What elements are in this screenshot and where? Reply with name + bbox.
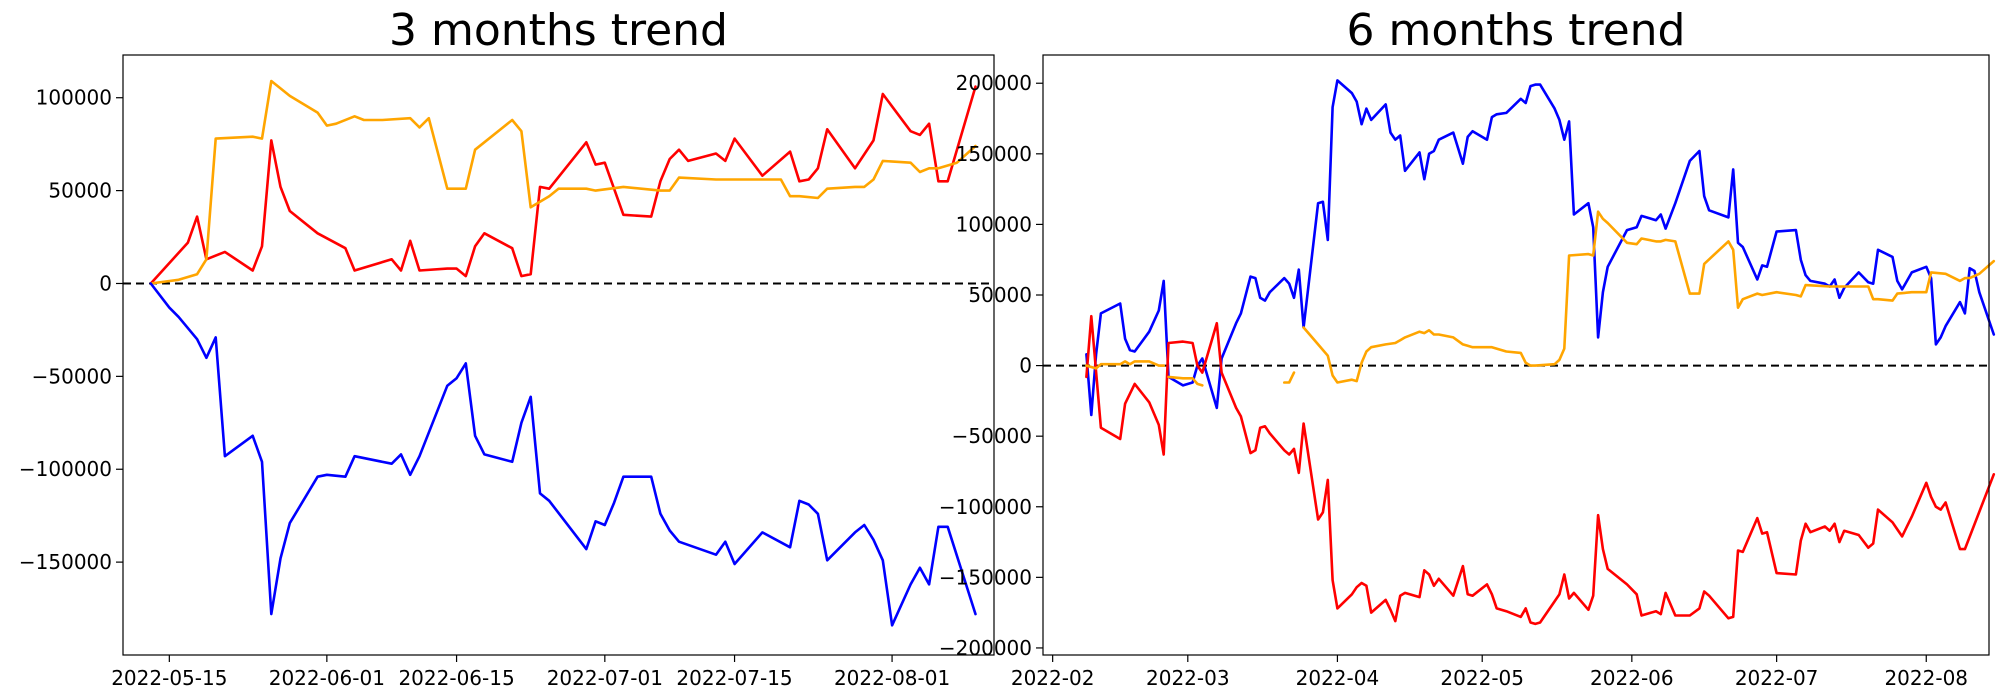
y-tick-label: −50000 (32, 364, 112, 388)
y-tick-label: −100000 (939, 495, 1032, 519)
x-tick-label: 2022-07-15 (676, 666, 792, 690)
plot-frame (122, 54, 995, 656)
x-tick-label: 2022-08 (1884, 666, 1968, 690)
x-tick-label: 2022-03 (1146, 666, 1230, 690)
series-line-2-segment-3 (1302, 210, 1996, 384)
x-tick-label: 2022-07 (1735, 666, 1819, 690)
series-line-2 (149, 282, 977, 627)
chart-title: 6 months trend (1347, 5, 1686, 56)
series-line-1 (1085, 314, 1996, 626)
x-tick-label: 2022-05 (1440, 666, 1524, 690)
series-line-2-segment-0 (1085, 360, 1165, 370)
x-tick-label: 2022-08-01 (834, 666, 950, 690)
y-tick-label: 0 (99, 271, 112, 295)
y-tick-label: 100000 (956, 212, 1032, 236)
y-tick-label: 200000 (956, 71, 1032, 95)
chart-6-months: 6 months trend −200000 −150000 −100000 −5000… (939, 5, 1996, 690)
y-tick-label: 0 (1019, 354, 1032, 378)
chart-3-months: 3 months trend −150000 −100000 −50000 0 50000… (19, 5, 995, 690)
series-line-2-segment-1 (1167, 375, 1204, 387)
y-tick-label: −50000 (952, 424, 1032, 448)
y-tick-label: −200000 (939, 636, 1032, 660)
y-tick-label: −150000 (939, 565, 1032, 589)
y-tick-label: −150000 (19, 550, 112, 574)
x-tick-label: 2022-04 (1296, 666, 1380, 690)
y-tick-label: 100000 (36, 86, 112, 110)
y-tick-label: 50000 (48, 179, 112, 203)
y-tick-label: −100000 (19, 457, 112, 481)
series-line-0 (149, 85, 977, 285)
series-line-1 (149, 79, 977, 285)
x-tick-label: 2022-06-01 (269, 666, 385, 690)
plot-frame (1042, 54, 1990, 656)
x-tick-label: 2022-05-15 (111, 666, 227, 690)
x-tick-label: 2022-02 (1011, 666, 1095, 690)
chart-title: 3 months trend (389, 5, 728, 56)
series-line-2-segment-2 (1283, 371, 1296, 384)
x-tick-label: 2022-06 (1590, 666, 1674, 690)
x-tick-label: 2022-06-15 (398, 666, 514, 690)
series-line-0 (1085, 79, 1996, 417)
x-tick-label: 2022-07-01 (547, 666, 663, 690)
y-tick-label: 50000 (968, 283, 1032, 307)
y-tick-label: 150000 (956, 142, 1032, 166)
